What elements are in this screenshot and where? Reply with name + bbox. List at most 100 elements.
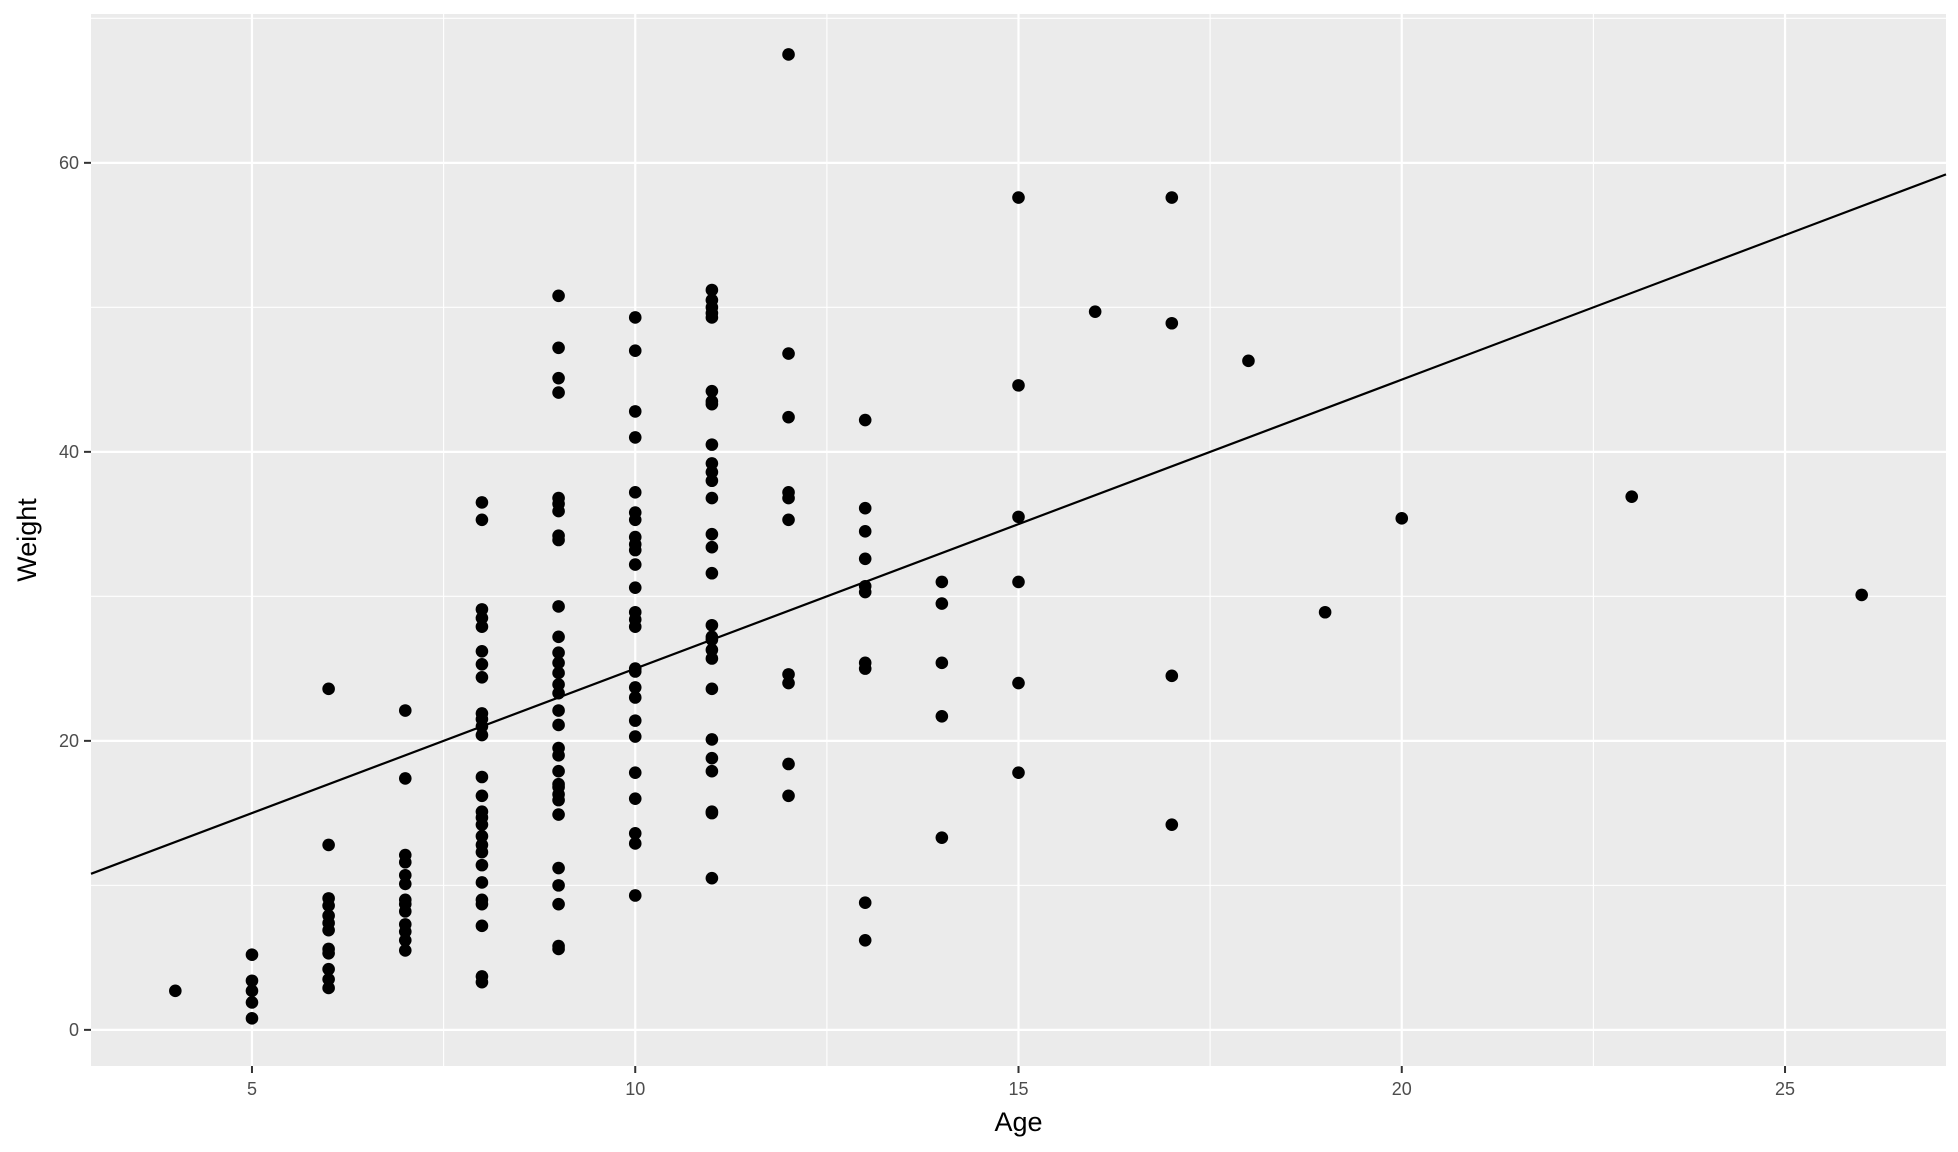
- data-point: [1012, 766, 1025, 779]
- data-point: [705, 394, 719, 408]
- data-point: [705, 805, 719, 818]
- data-point: [705, 465, 719, 479]
- data-point: [475, 707, 489, 720]
- data-point: [552, 777, 565, 791]
- data-point: [322, 909, 335, 923]
- data-point: [475, 603, 489, 616]
- data-point: [628, 605, 642, 619]
- data-point: [475, 858, 489, 872]
- data-point: [705, 764, 719, 778]
- data-point: [935, 597, 949, 610]
- data-points: [169, 48, 1868, 1025]
- data-point: [782, 676, 795, 690]
- data-point: [705, 540, 719, 554]
- y-axis-title: Weight: [12, 498, 42, 582]
- data-point: [628, 486, 642, 499]
- data-point: [322, 892, 335, 905]
- data-point: [782, 486, 795, 499]
- data-point: [628, 792, 642, 805]
- data-point: [705, 566, 719, 580]
- data-point: [475, 770, 489, 784]
- data-point: [1088, 305, 1102, 318]
- data-point: [628, 530, 642, 544]
- data-point: [705, 618, 719, 632]
- data-point: [245, 1012, 259, 1025]
- trend-line: [90, 173, 1947, 875]
- data-point: [475, 620, 489, 634]
- data-point: [935, 709, 949, 723]
- x-tick-label: 25: [1775, 1079, 1795, 1099]
- data-point: [628, 558, 642, 571]
- data-point: [705, 293, 719, 307]
- data-point: [552, 666, 565, 680]
- data-point: [705, 384, 719, 398]
- data-point: [1165, 669, 1179, 683]
- data-point: [398, 877, 412, 891]
- data-point: [858, 656, 872, 670]
- data-point: [782, 513, 795, 527]
- data-point: [475, 496, 489, 509]
- major-gridlines: [91, 14, 1946, 1066]
- data-point: [322, 682, 335, 696]
- data-point: [552, 646, 565, 660]
- y-tick-label: 40: [59, 442, 79, 462]
- data-point: [398, 704, 412, 717]
- data-point: [552, 939, 565, 953]
- data-point: [552, 289, 565, 303]
- data-point: [398, 848, 412, 862]
- data-point: [398, 893, 412, 907]
- data-point: [1012, 575, 1025, 589]
- x-tick-label: 5: [247, 1079, 257, 1099]
- data-point: [935, 831, 949, 844]
- data-point: [552, 600, 565, 613]
- data-point: [475, 611, 489, 625]
- data-point: [552, 386, 565, 399]
- data-point: [552, 741, 565, 755]
- data-point: [552, 341, 565, 355]
- data-point: [552, 718, 565, 732]
- data-point: [628, 344, 642, 357]
- data-point: [475, 893, 489, 907]
- data-point: [1012, 191, 1025, 204]
- data-point: [705, 457, 719, 470]
- data-point: [552, 897, 565, 911]
- data-point: [628, 681, 642, 694]
- x-tick-label: 20: [1392, 1079, 1412, 1099]
- data-point: [858, 525, 872, 538]
- data-point: [475, 876, 489, 889]
- data-point: [475, 728, 489, 742]
- data-point: [1318, 605, 1332, 619]
- y-axis: 0 20 40 60: [59, 153, 91, 1040]
- data-point: [628, 889, 642, 902]
- data-point: [245, 948, 259, 962]
- data-point: [245, 974, 259, 988]
- data-point: [552, 861, 565, 875]
- data-point: [782, 48, 795, 61]
- data-point: [475, 644, 489, 658]
- data-point: [1242, 354, 1255, 368]
- data-point: [552, 764, 565, 778]
- data-point: [782, 668, 795, 681]
- data-point: [1165, 818, 1179, 831]
- x-tick-label: 15: [1008, 1079, 1028, 1099]
- x-axis: 5 10 15 20 25: [247, 1066, 1795, 1099]
- data-point: [398, 933, 412, 947]
- data-point: [705, 652, 719, 665]
- data-point: [628, 506, 642, 519]
- data-point: [1012, 510, 1025, 524]
- data-point: [475, 919, 489, 933]
- data-point: [1012, 676, 1025, 690]
- trend-line-group: [90, 173, 1947, 875]
- data-point: [552, 491, 565, 505]
- data-point: [475, 838, 489, 852]
- x-axis-title: Age: [994, 1107, 1042, 1137]
- data-point: [1625, 490, 1639, 503]
- data-point: [552, 630, 565, 644]
- data-point: [1395, 512, 1409, 525]
- data-point: [322, 942, 335, 956]
- data-point: [475, 513, 489, 527]
- data-point: [705, 682, 719, 696]
- data-point: [628, 730, 642, 743]
- data-point: [1855, 588, 1868, 602]
